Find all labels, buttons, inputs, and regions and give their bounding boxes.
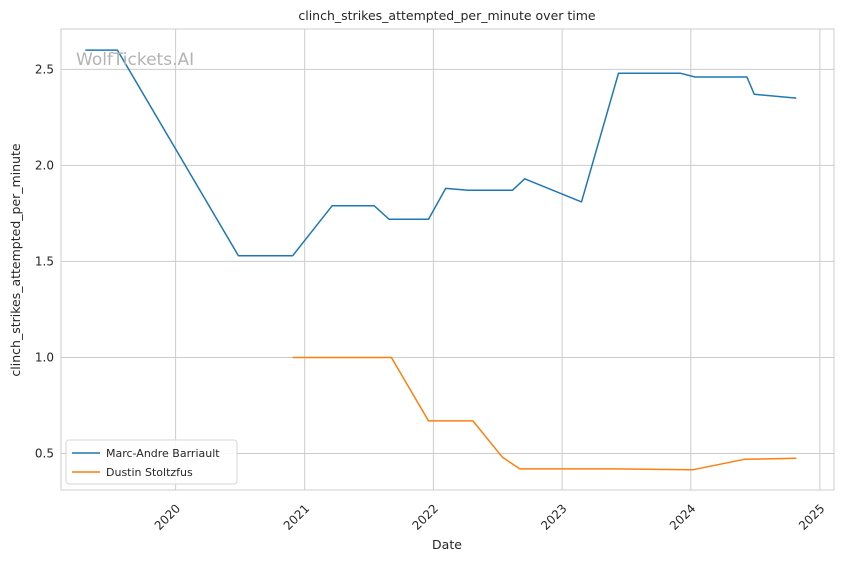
y-tick-label: 0.5 [35, 447, 54, 461]
plot-area [60, 28, 835, 491]
watermark: WolfTickets.AI [76, 50, 194, 70]
y-axis-label: clinch_strikes_attempted_per_minute [8, 143, 23, 377]
legend-box [65, 439, 238, 485]
y-tick-label: 1.0 [35, 350, 54, 364]
grid-lines [61, 29, 834, 490]
series-line-dustin-stoltzfus [292, 356, 797, 471]
y-axis-ticks: 0.5 1.0 1.5 2.0 2.5 [35, 62, 54, 460]
chart-title: clinch_strikes_attempted_per_minute over… [298, 8, 596, 23]
series-line-marc-andre-barriault [85, 49, 797, 257]
x-axis-label: Date [432, 537, 462, 552]
y-tick-label: 1.5 [35, 254, 54, 268]
y-tick-label: 2.5 [35, 62, 54, 76]
legend: Marc-Andre Barriault Dustin Stoltzfus [65, 439, 238, 485]
series-lines [85, 49, 797, 471]
y-tick-label: 2.0 [35, 158, 54, 172]
legend-label-dustin-stoltzfus: Dustin Stoltzfus [106, 466, 193, 479]
legend-label-marc-andre-barriault: Marc-Andre Barriault [106, 447, 220, 460]
